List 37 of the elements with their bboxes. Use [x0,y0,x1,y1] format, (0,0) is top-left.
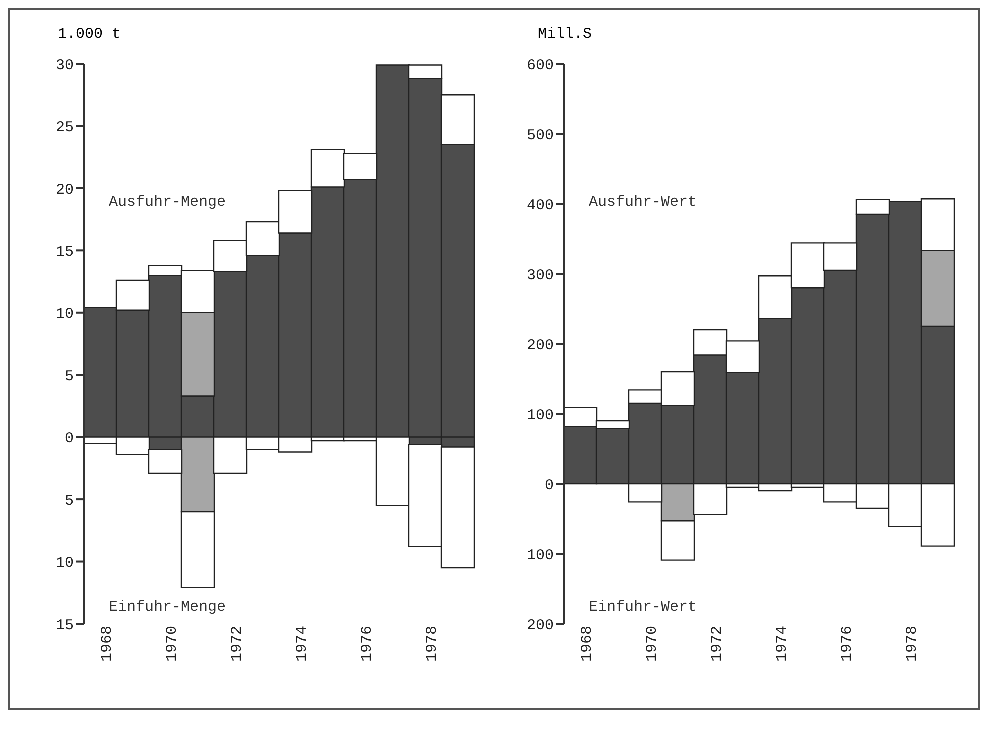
y-tick-label: 15 [56,244,74,261]
x-tick-label: 1970 [164,626,181,662]
y-tick-label: 25 [56,120,74,137]
x-tick-label: 1970 [644,626,661,662]
annotation: Einfuhr-Menge [109,599,226,616]
y-tick-label: 200 [526,617,554,634]
annotation: Ausfuhr-Wert [589,194,698,211]
annotation: Einfuhr-Wert [589,599,698,616]
x-tick-label: 1972 [228,626,246,662]
y-tick-label: 100 [526,407,554,424]
y-tick-label: 15 [56,617,74,634]
x-tick-label: 1978 [904,626,921,662]
y-axis-title: Mill.S [538,26,592,43]
y-tick-label: 400 [526,197,554,214]
annotation: Ausfuhr-Menge [109,194,226,211]
x-tick-label: 1976 [358,626,376,662]
y-tick-label: 600 [526,57,554,74]
x-tick-label: 1972 [708,626,726,662]
y-tick-label: 5 [64,368,74,386]
y-tick-label: 20 [56,182,74,199]
x-tick-label: 1974 [774,626,791,662]
y-tick-label: 0 [544,477,554,494]
y-axis-title: 1.000 t [58,26,122,43]
x-tick-label: 1968 [98,626,116,662]
y-tick-label: 0 [64,430,74,448]
y-tick-label: 30 [56,57,74,74]
y-tick-label: 300 [526,267,554,284]
y-tick-label: 500 [526,127,554,144]
x-tick-label: 1974 [294,626,311,662]
x-tick-label: 1968 [578,626,596,662]
y-tick-label: 100 [526,547,554,564]
y-tick-label: 5 [64,492,74,510]
y-tick-label: 10 [56,306,74,324]
x-tick-label: 1978 [424,626,441,662]
x-tick-label: 1976 [838,626,856,662]
y-tick-label: 10 [56,555,74,572]
y-tick-label: 200 [526,337,554,354]
